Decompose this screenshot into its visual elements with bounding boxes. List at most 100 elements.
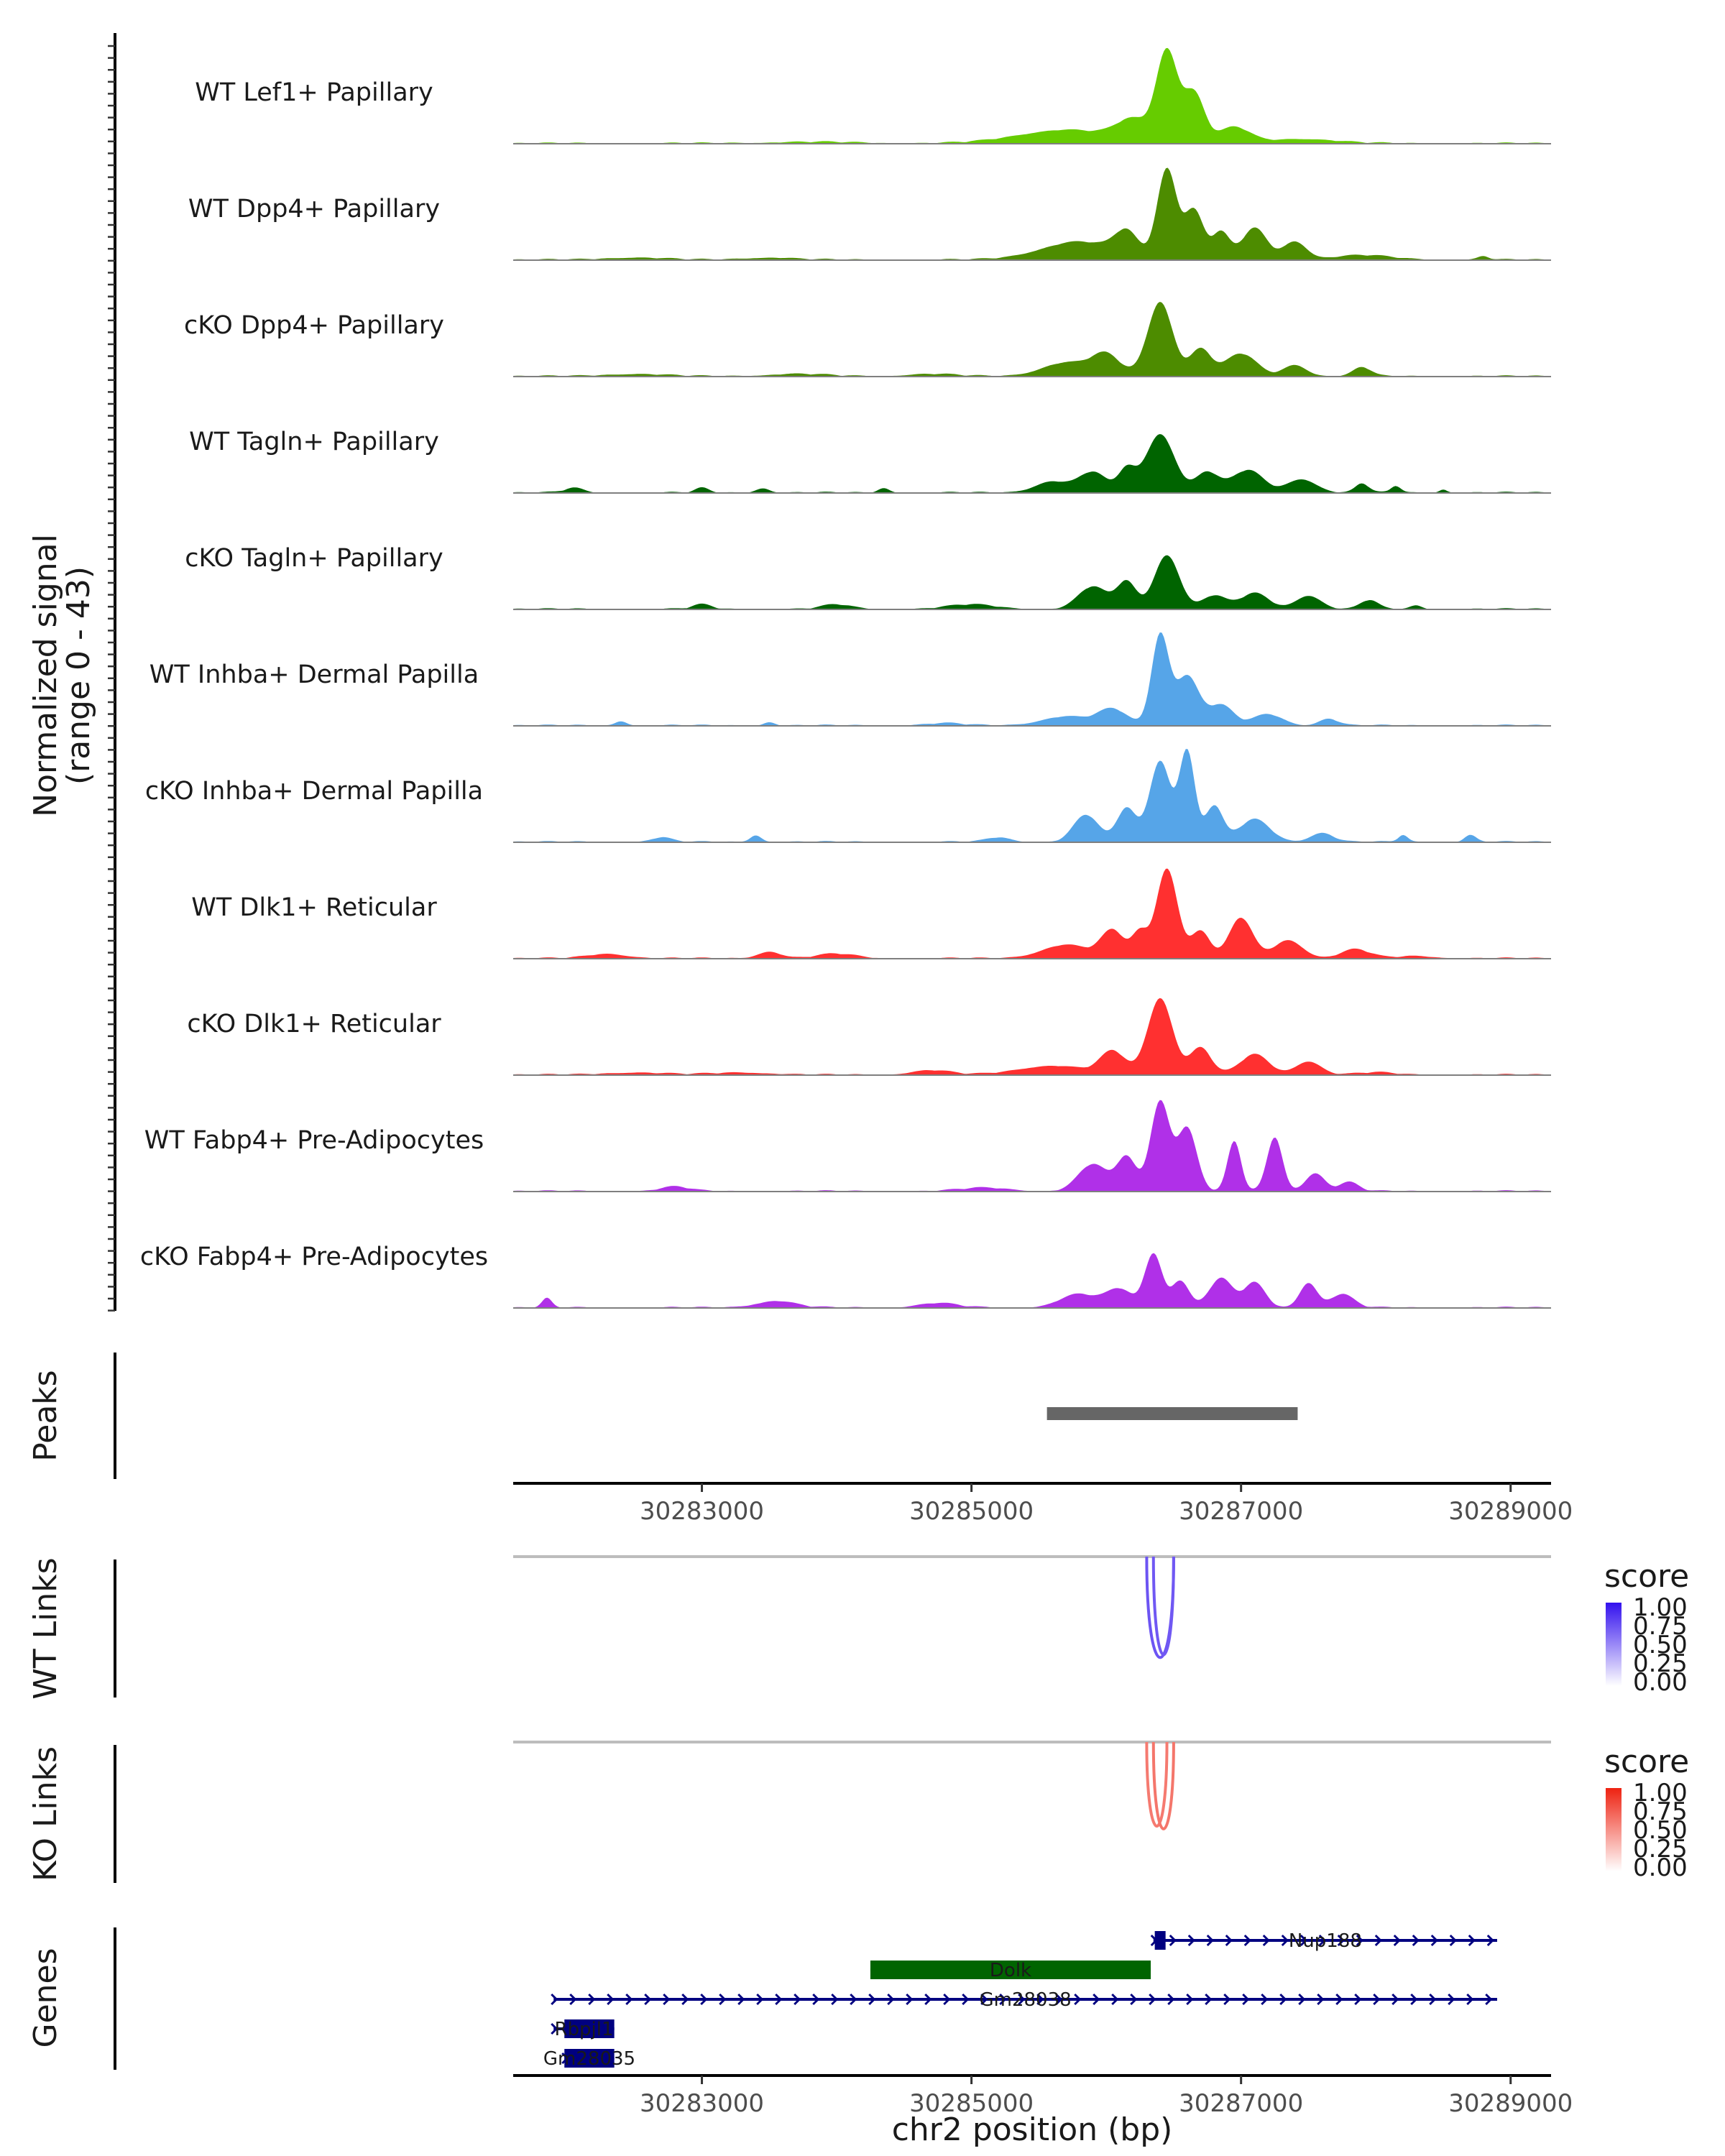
strand-arrow <box>1449 1934 1457 1947</box>
gene-exon <box>564 2049 615 2068</box>
strand-arrow <box>1354 1993 1362 2006</box>
strand-arrow <box>1337 1934 1345 1947</box>
coverage-track: WT Tagln+ Papillary <box>189 428 1551 494</box>
strand-arrow <box>1468 1934 1476 1947</box>
strand-arrow <box>1393 1934 1401 1947</box>
track-label: WT Fabp4+ Pre-Adipocytes <box>144 1126 484 1155</box>
x-tick-label: 30287000 <box>1179 2089 1303 2118</box>
strand-arrow <box>1242 1993 1250 2006</box>
track-label: cKO Dpp4+ Papillary <box>184 311 444 340</box>
strand-arrow <box>1429 1993 1437 2006</box>
coverage-y-axis-ticks <box>108 45 115 1312</box>
x-tick-label: 30285000 <box>909 2089 1034 2118</box>
link-arc <box>1145 1741 1169 1828</box>
strand-arrow <box>1167 1993 1175 2006</box>
strand-arrow <box>831 1993 839 2006</box>
strand-arrow <box>1281 1934 1289 1947</box>
strand-arrow <box>962 1993 970 2006</box>
legend-tick-label: 1.00 <box>1633 1779 1688 1807</box>
gene-exon <box>870 1961 1151 1979</box>
strand-arrow <box>681 1993 689 2006</box>
strand-arrow <box>1318 1934 1326 1947</box>
track-label: WT Inhba+ Dermal Papilla <box>150 660 479 689</box>
link-arc <box>1151 1741 1175 1830</box>
coverage-area <box>513 434 1551 493</box>
strand-arrow <box>551 2022 558 2035</box>
gene-label: Rbpjl1 <box>554 2019 613 2040</box>
peak-intervals <box>1046 1407 1298 1420</box>
strand-arrow <box>1466 1993 1474 2006</box>
links-label: KO Links <box>27 1746 64 1881</box>
legend-colorbar <box>1606 1603 1622 1686</box>
coverage-area <box>513 998 1551 1075</box>
gene-label: Gm28035 <box>543 2048 635 2070</box>
strand-arrow <box>1225 1934 1233 1947</box>
genes-label: Genes <box>27 1948 64 2047</box>
legend-tick-label: 0.50 <box>1633 1631 1688 1659</box>
gene-annotations: Nup188 Dolk Gm28038 Rbpjl1 Gm28035 <box>543 1930 1497 2070</box>
coverage-track: WT Lef1+ Papillary <box>195 47 1551 144</box>
strand-arrow <box>1223 1993 1231 2006</box>
strand-arrow <box>1486 1934 1494 1947</box>
strand-arrow <box>1206 1934 1214 1947</box>
strand-arrow <box>1261 1993 1269 2006</box>
x-tick-label: 30283000 <box>640 2089 764 2118</box>
coverage-area <box>513 1253 1551 1308</box>
legend-tick-label: 0.00 <box>1633 1853 1688 1882</box>
strand-arrow <box>663 1993 671 2006</box>
x-tick-label: 30289000 <box>1448 1497 1573 1526</box>
strand-arrow <box>887 1993 895 2006</box>
strand-arrow <box>1262 1934 1270 1947</box>
strand-arrow <box>1430 1934 1438 1947</box>
strand-arrow <box>1410 1993 1418 2006</box>
strand-arrow <box>1448 1993 1455 2006</box>
strand-arrow <box>1485 1993 1493 2006</box>
track-label: cKO Tagln+ Papillary <box>185 544 443 573</box>
legend-tick-label: 0.25 <box>1633 1835 1688 1864</box>
gene-model: Rbpjl1 <box>551 2019 615 2040</box>
strand-arrow <box>1356 1934 1363 1947</box>
coverage-track: WT Inhba+ Dermal Papilla <box>150 632 1551 727</box>
coverage-track: cKO Dpp4+ Papillary <box>184 302 1551 377</box>
x-axis-peaks: 30283000 30285000 30287000 30289000 <box>513 1482 1573 1526</box>
peak-interval <box>1046 1407 1298 1420</box>
strand-arrow <box>1317 1993 1325 2006</box>
track-label: WT Dpp4+ Papillary <box>188 195 440 224</box>
strand-arrow <box>999 1993 1007 2006</box>
track-label: WT Dlk1+ Reticular <box>191 893 437 922</box>
gene-label: Nup188 <box>1289 1930 1362 1952</box>
track-label: cKO Dlk1+ Reticular <box>187 1010 441 1038</box>
coverage-area <box>513 749 1551 842</box>
strand-arrow <box>607 1993 615 2006</box>
legend-tick-label: 0.75 <box>1633 1612 1688 1641</box>
strand-arrow <box>1298 1993 1306 2006</box>
legend-title: score <box>1604 1558 1689 1595</box>
gene-label: Dolk <box>990 1960 1031 1981</box>
coverage-area <box>513 1100 1551 1192</box>
strand-arrow <box>1018 1993 1026 2006</box>
genes-panel: Genes Nup188 Dolk Gm28038 Rbpjl1 Gm28035 <box>27 1927 1497 2070</box>
strand-arrow <box>1092 1993 1100 2006</box>
strand-arrow <box>1205 1993 1213 2006</box>
strand-arrow <box>1412 1934 1420 1947</box>
track-label: WT Lef1+ Papillary <box>195 78 433 107</box>
coverage-y-axis: Normalized signal (range 0 - 43) <box>27 33 116 1312</box>
track-label: WT Tagln+ Papillary <box>189 428 439 456</box>
x-tick-label: 30287000 <box>1179 1497 1303 1526</box>
strand-arrow <box>1169 1934 1177 1947</box>
coverage-track: cKO Dlk1+ Reticular <box>187 998 1551 1076</box>
strand-arrow <box>644 1993 652 2006</box>
coverage-area <box>513 302 1551 377</box>
strand-arrow <box>1335 1993 1343 2006</box>
strand-arrow <box>551 1993 558 2006</box>
strand-arrow <box>756 1993 764 2006</box>
strand-arrow <box>812 1993 820 2006</box>
strand-arrow <box>719 1993 727 2006</box>
strand-arrow <box>1373 1993 1381 2006</box>
coverage-track: WT Dlk1+ Reticular <box>191 868 1551 959</box>
coverage-area <box>513 555 1551 609</box>
strand-arrow <box>850 1993 857 2006</box>
